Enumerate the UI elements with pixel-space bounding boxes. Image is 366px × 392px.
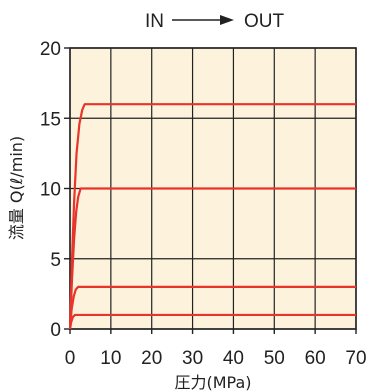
- y-tick-label: 10: [40, 180, 61, 201]
- series-line-4: [68, 313, 356, 330]
- x-tick-label: 40: [223, 348, 244, 369]
- y-axis-label: 流量 Q(ℓ/min): [7, 136, 26, 240]
- x-tick-labels: 0 10 20 30 40 50 60 70: [65, 348, 366, 369]
- y-tick-label: 20: [40, 39, 61, 60]
- x-axis-label: 圧力(MPa): [174, 373, 251, 392]
- header-out-label: OUT: [244, 11, 285, 32]
- x-tick-label: 0: [65, 348, 76, 369]
- y-tick-label: 15: [40, 109, 61, 130]
- y-tick-labels: 0 5 10 15 20: [40, 39, 61, 341]
- x-tick-label: 10: [100, 348, 121, 369]
- header-arrow-head-icon: [220, 15, 234, 25]
- x-tick-label: 50: [264, 348, 285, 369]
- series-layer: [68, 103, 356, 330]
- header-in-label: IN: [145, 11, 164, 32]
- x-tick-label: 70: [345, 348, 366, 369]
- x-tick-label: 60: [305, 348, 326, 369]
- series-line-1: [68, 103, 356, 330]
- y-tick-label: 5: [50, 250, 61, 271]
- series-line-2: [68, 187, 356, 330]
- series-line-3: [68, 285, 356, 330]
- x-tick-label: 20: [141, 348, 162, 369]
- x-tick-label: 30: [182, 348, 203, 369]
- y-tick-label: 0: [50, 320, 61, 341]
